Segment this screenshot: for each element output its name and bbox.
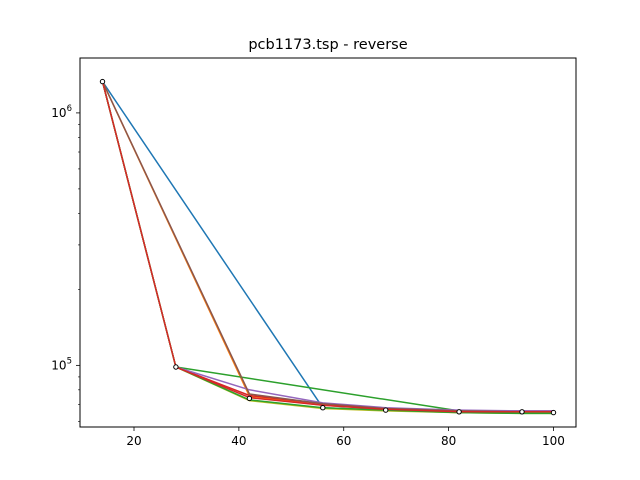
series-line-7 <box>101 81 554 415</box>
data-point-marker <box>383 407 389 413</box>
series-line-1 <box>101 81 554 413</box>
data-point-marker <box>519 409 525 415</box>
y-tick-label: 106 <box>51 104 72 120</box>
data-point-marker <box>550 409 557 416</box>
series-line-5 <box>101 81 554 413</box>
series-line-4 <box>101 81 554 412</box>
series-line-8 <box>101 81 554 413</box>
series-line-2 <box>101 81 554 415</box>
y-tick-label: 105 <box>51 356 72 372</box>
x-tick-label: 60 <box>336 434 351 448</box>
x-tick-label: 20 <box>126 434 141 448</box>
series-line-0 <box>101 81 554 413</box>
axes: 20 40 60 80 100 105 106 <box>51 104 565 448</box>
data-point-marker <box>173 364 179 370</box>
plot-area <box>99 78 557 416</box>
data-point-marker <box>246 395 253 402</box>
series-line-6 <box>101 81 554 415</box>
data-point-marker <box>99 78 106 85</box>
series-line-3 <box>101 81 554 412</box>
chart-title: pcb1173.tsp - reverse <box>248 37 407 53</box>
x-tick-label: 40 <box>231 434 246 448</box>
data-point-marker <box>456 409 462 415</box>
data-point-marker <box>320 405 326 411</box>
x-tick-label: 100 <box>542 434 565 448</box>
axes-frame <box>79 57 577 428</box>
x-tick-label: 80 <box>441 434 456 448</box>
